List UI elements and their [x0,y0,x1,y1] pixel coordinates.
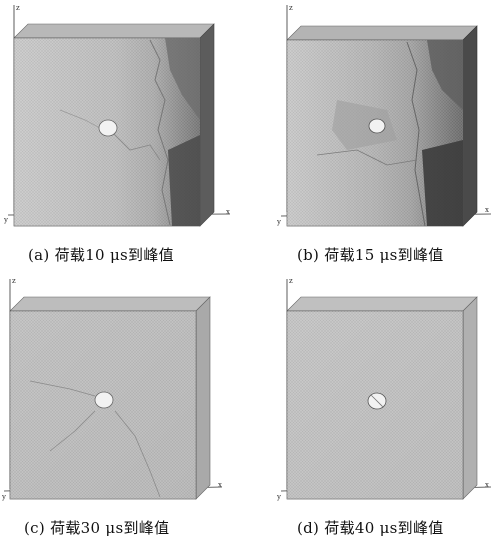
crack-path [109,129,161,161]
axis-label-x: x [485,206,489,214]
axis-label-y: y [3,216,8,224]
block-side-face [462,296,478,500]
caption-b: (b) 荷载15 μs到峰值 [297,246,444,264]
axis-label-z: z [12,277,16,285]
axis-label-x: x [226,208,230,216]
crack-path [406,41,426,227]
caption-a: (a) 荷载10 μs到峰值 [28,246,174,264]
panel-d: z x y (d) 荷载40 μs到峰值 [247,271,494,542]
hole [98,119,118,137]
hole [368,118,386,134]
simulation-plot-b: z x y [276,4,492,227]
caption-c: (c) 荷载30 μs到峰值 [24,519,170,537]
hole [94,391,114,409]
block-top-face [13,23,215,39]
panel-c: z x y (c) 荷载30 μs到峰值 [0,271,247,542]
crack-path [149,39,171,226]
panel-b: z x y (b) 荷载15 μs到峰值 [247,0,494,271]
stress-region [332,100,397,150]
axis-label-z: z [16,4,20,12]
crack-path [370,394,384,408]
simulation-plot-d: z x y [276,277,492,501]
stress-region-dark [427,40,463,110]
axis-label-y: y [1,493,6,501]
block-side-face [199,23,215,227]
crack-path [59,109,101,129]
block-top-face [286,296,478,312]
crack-path [29,380,96,397]
stress-region-dark [165,38,200,120]
axis-label-y: y [276,218,281,226]
axis-label-y: y [276,493,281,501]
block-top-face [286,25,478,41]
simulation-plot-a: z x y [3,4,231,227]
crack-path [49,410,96,452]
crack-path [316,149,418,166]
axis-label-z: z [289,4,293,12]
caption-d: (d) 荷载40 μs到峰值 [297,519,444,537]
crack-path [114,410,161,498]
block-side-face [462,25,478,227]
axis-label-x: x [218,481,222,489]
panel-a: z x y (a) 荷载10 μs到峰值 [0,0,247,271]
simulation-plot-c: z x y [1,277,223,501]
axis-label-x: x [485,481,489,489]
stress-region-dark [168,135,200,226]
block-side-face [195,296,211,500]
axis-label-z: z [289,277,293,285]
stress-region-dark [422,140,463,226]
block-top-face [9,296,211,312]
